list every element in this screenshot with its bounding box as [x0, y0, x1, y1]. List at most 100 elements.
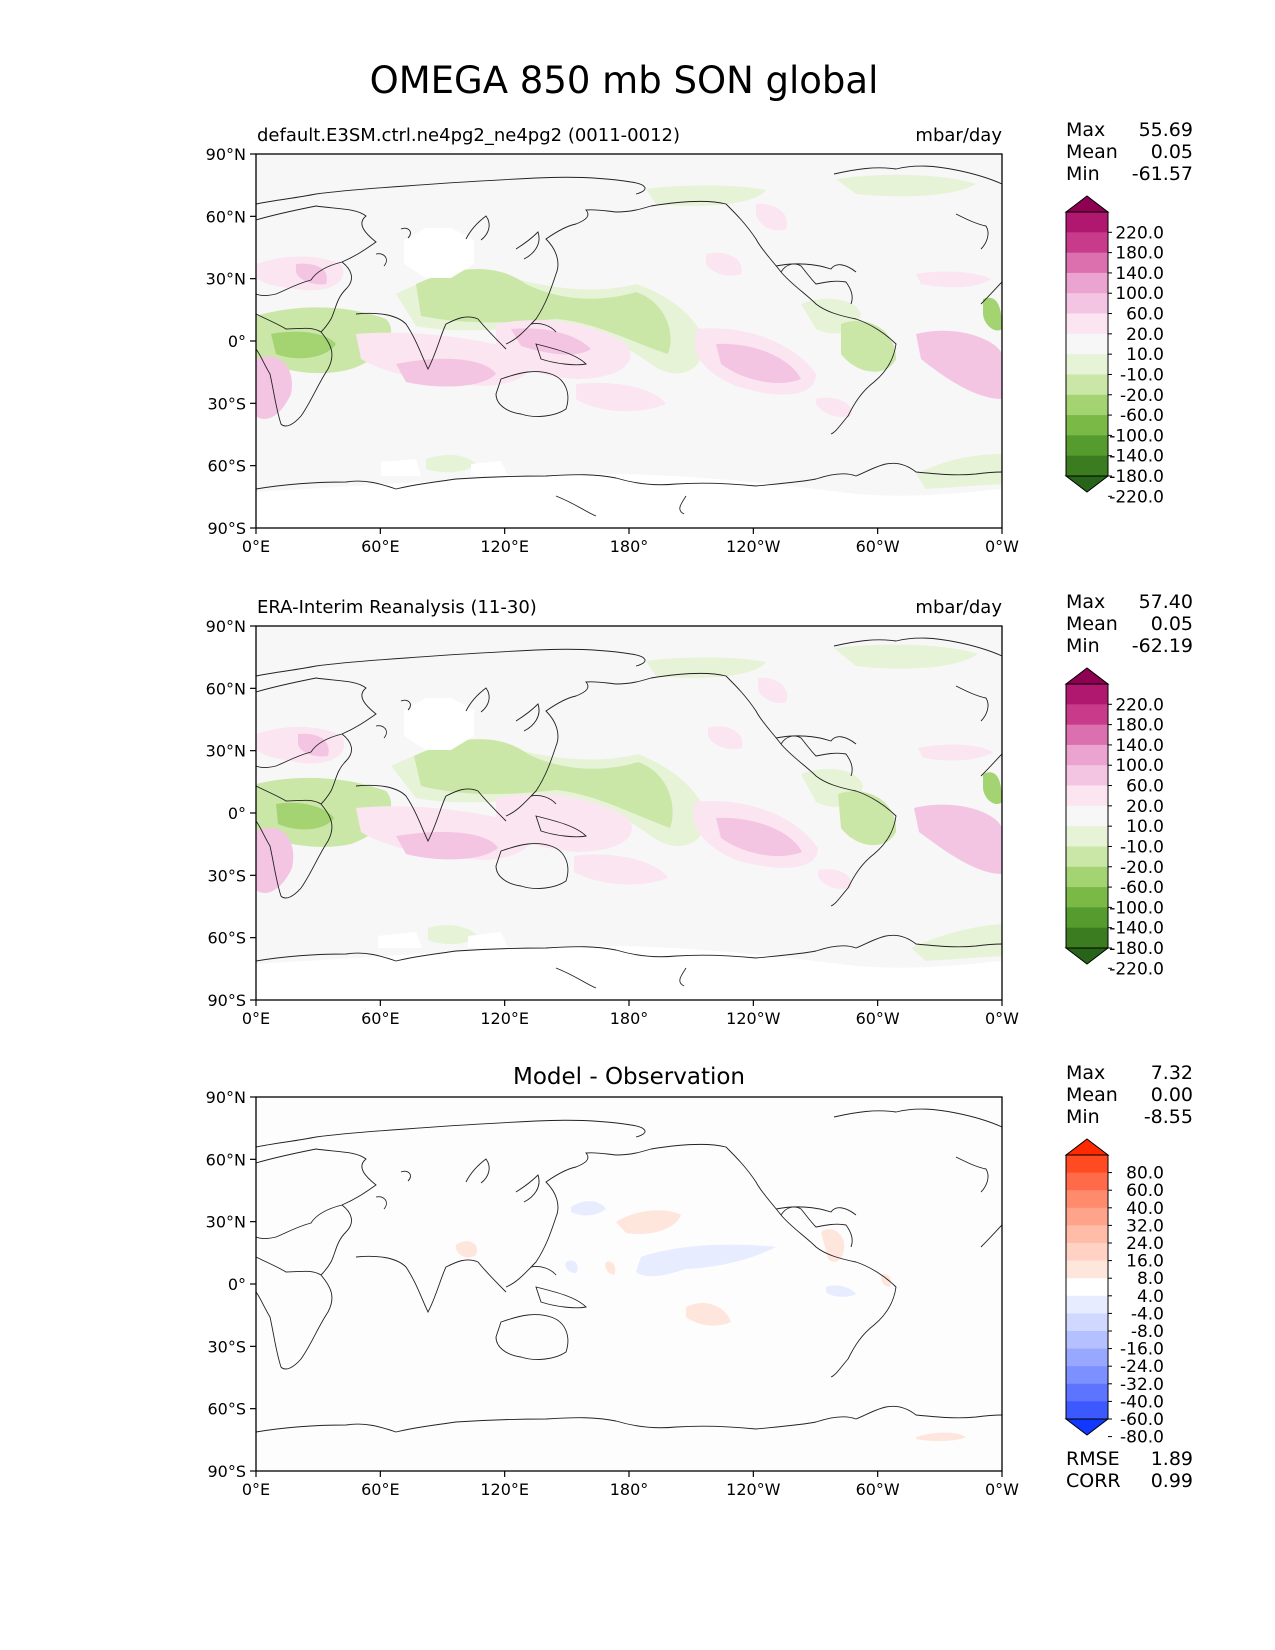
colorbar-label: -180.0	[1109, 467, 1164, 487]
lat-tick-label: 30°S	[207, 866, 246, 885]
stats-block: Max 57.40 Mean 0.05 Min -62.19	[1066, 591, 1193, 657]
colorbar-swatch	[1066, 1260, 1108, 1279]
colorbar-extend-bottom	[1064, 1418, 1110, 1436]
lat-tick-label: 30°N	[206, 270, 246, 289]
lat-tick-label: 90°S	[207, 1462, 246, 1481]
colorbar-extend-top	[1064, 1138, 1110, 1156]
colorbar-swatch	[1066, 333, 1108, 355]
colorbar: 220.0180.0140.0100.060.020.010.0-10.0-20…	[1064, 195, 1164, 507]
lat-tick-label: 30°S	[207, 394, 246, 413]
colorbar-extend-bottom	[1064, 475, 1110, 493]
colorbar-label: -20.0	[1120, 858, 1164, 878]
colorbar-swatch	[1066, 1207, 1108, 1226]
stat-mean-value: 0.05	[1151, 141, 1193, 163]
panel-units: mbar/day	[915, 597, 1002, 618]
lat-tick-label: 60°N	[206, 207, 246, 226]
colorbar-label: 220.0	[1115, 695, 1164, 715]
stat-min-value: -61.57	[1132, 163, 1193, 185]
stat-max-label: Max	[1066, 119, 1105, 141]
panel-model: default.E3SM.ctrl.ne4pg2_ne4pg2 (0011-00…	[206, 119, 1193, 556]
stat-mean-label: Mean	[1066, 1084, 1118, 1106]
stats-block: Max 55.69 Mean 0.05 Min -61.57	[1066, 119, 1193, 185]
colorbar-label: -10.0	[1120, 365, 1164, 385]
stats-block: Max 7.32 Mean 0.00 Min -8.55	[1066, 1062, 1193, 1128]
colorbar-label: -40.0	[1120, 1392, 1164, 1412]
lon-ticks: 0°E 60°E 120°E 180° 120°W 60°W 0°W	[242, 1000, 1019, 1028]
stat-min-label: Min	[1066, 1106, 1100, 1128]
stat-max-value: 55.69	[1139, 119, 1193, 141]
colorbar-label: -24.0	[1120, 1357, 1164, 1377]
colorbar-swatch	[1066, 846, 1108, 868]
rmse-label: RMSE	[1066, 1448, 1120, 1470]
colorbar-swatch	[1066, 272, 1108, 294]
lat-tick-label: 90°N	[206, 1088, 246, 1107]
colorbar: 220.0180.0140.0100.060.020.010.0-10.0-20…	[1064, 667, 1164, 979]
colorbar-label: -100.0	[1109, 898, 1164, 918]
lat-tick-label: 90°S	[207, 519, 246, 538]
colorbar-frame	[1065, 211, 1109, 477]
panel-title-left: default.E3SM.ctrl.ne4pg2_ne4pg2 (0011-00…	[257, 125, 680, 146]
colorbar-label: -180.0	[1109, 939, 1164, 959]
colorbar-swatch	[1066, 1172, 1108, 1191]
colorbar-swatch	[1066, 785, 1108, 807]
colorbar-swatch	[1066, 1155, 1108, 1174]
lon-tick-label: 60°W	[856, 1009, 900, 1028]
colorbar-label: 100.0	[1115, 284, 1164, 304]
stat-min-value: -8.55	[1144, 1106, 1193, 1128]
lon-tick-label: 0°E	[242, 1480, 270, 1499]
colorbar-swatch	[1066, 765, 1108, 787]
lat-tick-label: 60°S	[207, 1400, 246, 1419]
colorbar-swatch	[1066, 1383, 1108, 1402]
colorbar-label: 100.0	[1115, 756, 1164, 776]
map-area	[256, 626, 1002, 1000]
colorbar-label: 8.0	[1137, 1269, 1164, 1289]
lat-tick-label: 0°	[228, 804, 246, 823]
colorbar-swatch	[1066, 1313, 1108, 1332]
stat-mean-label: Mean	[1066, 141, 1118, 163]
colorbar-label: -100.0	[1109, 426, 1164, 446]
field-contours	[456, 1201, 966, 1442]
colorbar-label: -16.0	[1120, 1340, 1164, 1360]
colorbar-label: -140.0	[1109, 447, 1164, 467]
colorbar-extend-bottom	[1064, 947, 1110, 965]
lon-tick-label: 120°W	[726, 1480, 781, 1499]
colorbar-swatch	[1066, 313, 1108, 335]
colorbar-label: -80.0	[1120, 1428, 1164, 1448]
coastlines	[256, 165, 1002, 517]
stat-mean-value: 0.00	[1151, 1084, 1193, 1106]
colorbar-swatch	[1066, 805, 1108, 827]
colorbar-label: 60.0	[1126, 777, 1164, 797]
colorbar-swatch	[1066, 1225, 1108, 1244]
colorbar-swatch	[1066, 744, 1108, 766]
lon-tick-label: 0°W	[985, 1009, 1019, 1028]
lat-tick-label: 60°S	[207, 457, 246, 476]
colorbar-swatch	[1066, 374, 1108, 396]
stat-max-label: Max	[1066, 591, 1105, 613]
field-contours	[256, 644, 1002, 1000]
lat-tick-label: 30°S	[207, 1337, 246, 1356]
colorbar-swatch	[1066, 866, 1108, 888]
colorbar-swatch	[1066, 927, 1108, 949]
colorbar-swatch	[1066, 887, 1108, 908]
colorbar-frame	[1065, 683, 1109, 949]
colorbar-extend-top	[1064, 667, 1110, 685]
colorbar-swatch	[1066, 232, 1108, 254]
colorbar-swatch	[1066, 415, 1108, 436]
lat-tick-label: 0°	[228, 332, 246, 351]
lat-tick-label: 60°S	[207, 929, 246, 948]
colorbar-label: 10.0	[1126, 345, 1164, 365]
rmse-value: 1.89	[1151, 1448, 1193, 1470]
lon-tick-label: 120°E	[480, 537, 529, 556]
colorbar-swatch	[1066, 826, 1108, 847]
colorbar-swatch	[1066, 455, 1108, 477]
lon-tick-label: 120°E	[480, 1009, 529, 1028]
colorbar-swatch	[1066, 704, 1108, 726]
lon-tick-label: 120°E	[480, 1480, 529, 1499]
colorbar-label: 10.0	[1126, 817, 1164, 837]
corr-value: 0.99	[1151, 1470, 1193, 1492]
colorbar-swatch	[1066, 212, 1108, 233]
stat-max-label: Max	[1066, 1062, 1105, 1084]
lat-tick-label: 0°	[228, 1275, 246, 1294]
figure-title: OMEGA 850 mb SON global	[370, 59, 879, 102]
colorbar-label: 40.0	[1126, 1199, 1164, 1219]
